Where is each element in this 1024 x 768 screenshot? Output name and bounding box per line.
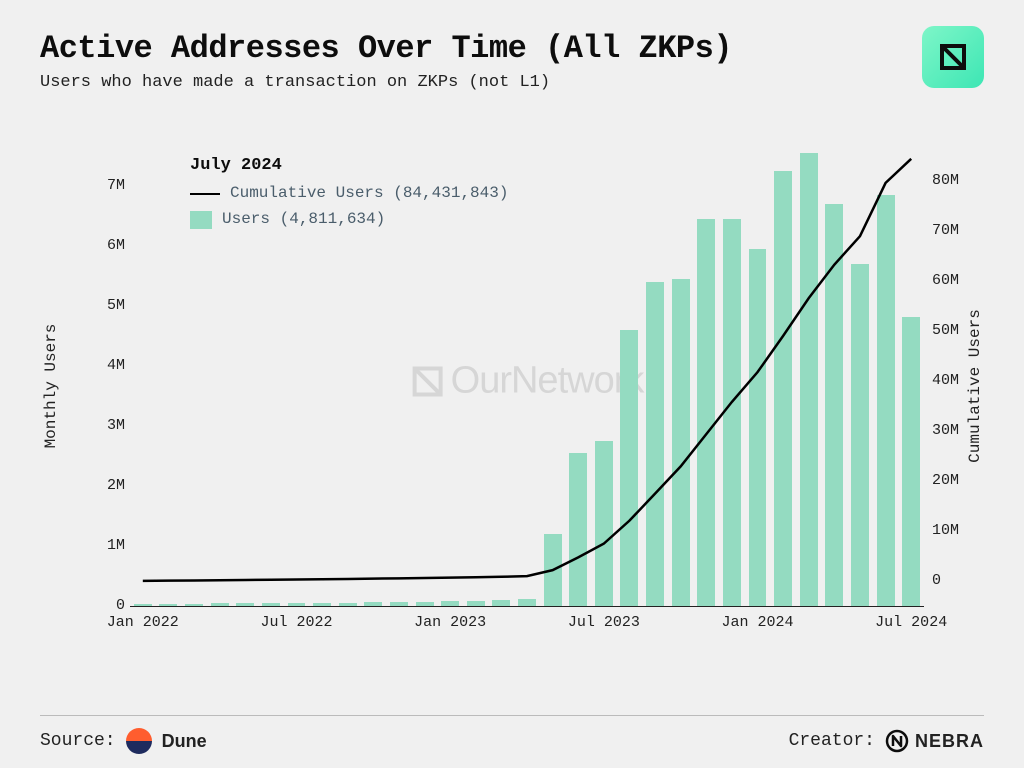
y-tick-left: 3M [75,417,125,434]
dune-logo-icon [126,728,152,754]
creator-name: NEBRA [915,731,984,752]
y-tick-right: 60M [932,272,982,289]
legend-bar-swatch [190,211,212,229]
y-tick-right: 0 [932,572,982,589]
x-tick: Jul 2023 [568,614,640,631]
chart-subtitle: Users who have made a transaction on ZKP… [40,73,984,92]
source: Source: Dune [40,728,207,754]
legend-users-label: Users (4,811,634) [222,207,385,233]
y-tick-left: 6M [75,237,125,254]
legend-line-swatch [190,193,220,196]
legend-cumulative-label: Cumulative Users (84,431,843) [230,181,508,207]
legend-users: Users (4,811,634) [190,207,508,233]
x-tick: Jan 2024 [722,614,794,631]
y-tick-left: 0 [75,597,125,614]
y-tick-right: 50M [932,322,982,339]
legend-cumulative: Cumulative Users (84,431,843) [190,181,508,207]
y-tick-left: 7M [75,177,125,194]
y-tick-right: 10M [932,522,982,539]
nebra-logo: NEBRA [885,729,984,753]
y-tick-left: 5M [75,297,125,314]
brand-logo [922,26,984,88]
x-tick: Jan 2022 [107,614,179,631]
y-tick-left: 2M [75,477,125,494]
y-tick-left: 4M [75,357,125,374]
y-tick-right: 80M [932,172,982,189]
creator-label: Creator: [789,731,875,751]
y-tick-right: 20M [932,472,982,489]
y-axis-label-left: Monthly Users [42,324,60,449]
legend: July 2024 Cumulative Users (84,431,843) … [190,152,508,232]
chart-area: Monthly Users Cumulative Users OurNetwor… [40,116,984,656]
footer: Source: Dune Creator: NEBRA [40,715,984,754]
y-tick-right: 40M [932,372,982,389]
x-tick: Jul 2022 [260,614,332,631]
brand-logo-icon [936,40,970,74]
source-label: Source: [40,731,116,751]
y-tick-right: 30M [932,422,982,439]
creator: Creator: NEBRA [789,729,984,753]
y-tick-left: 1M [75,537,125,554]
legend-title: July 2024 [190,152,508,179]
plot-region: OurNetwork July 2024 Cumulative Users (8… [130,156,924,606]
chart-title: Active Addresses Over Time (All ZKPs) [40,30,984,67]
nebra-logo-icon [885,729,909,753]
x-tick: Jan 2023 [414,614,486,631]
x-tick: Jul 2024 [875,614,947,631]
source-name: Dune [162,731,207,752]
y-tick-right: 70M [932,222,982,239]
x-axis-line [130,606,924,607]
header: Active Addresses Over Time (All ZKPs) Us… [40,30,984,92]
